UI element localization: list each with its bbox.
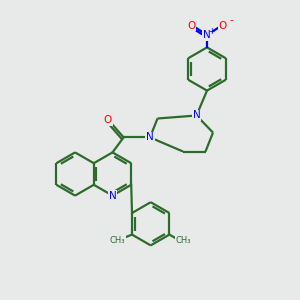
Text: CH₃: CH₃ (176, 236, 191, 245)
Text: N: N (109, 190, 116, 201)
Text: O: O (187, 20, 195, 31)
Text: -: - (230, 15, 234, 25)
Text: N: N (146, 132, 154, 142)
Text: +: + (208, 27, 214, 36)
Text: CH₃: CH₃ (110, 236, 125, 245)
Text: N: N (203, 30, 211, 40)
Text: O: O (104, 115, 112, 125)
Text: O: O (219, 20, 227, 31)
Text: N: N (193, 110, 200, 121)
